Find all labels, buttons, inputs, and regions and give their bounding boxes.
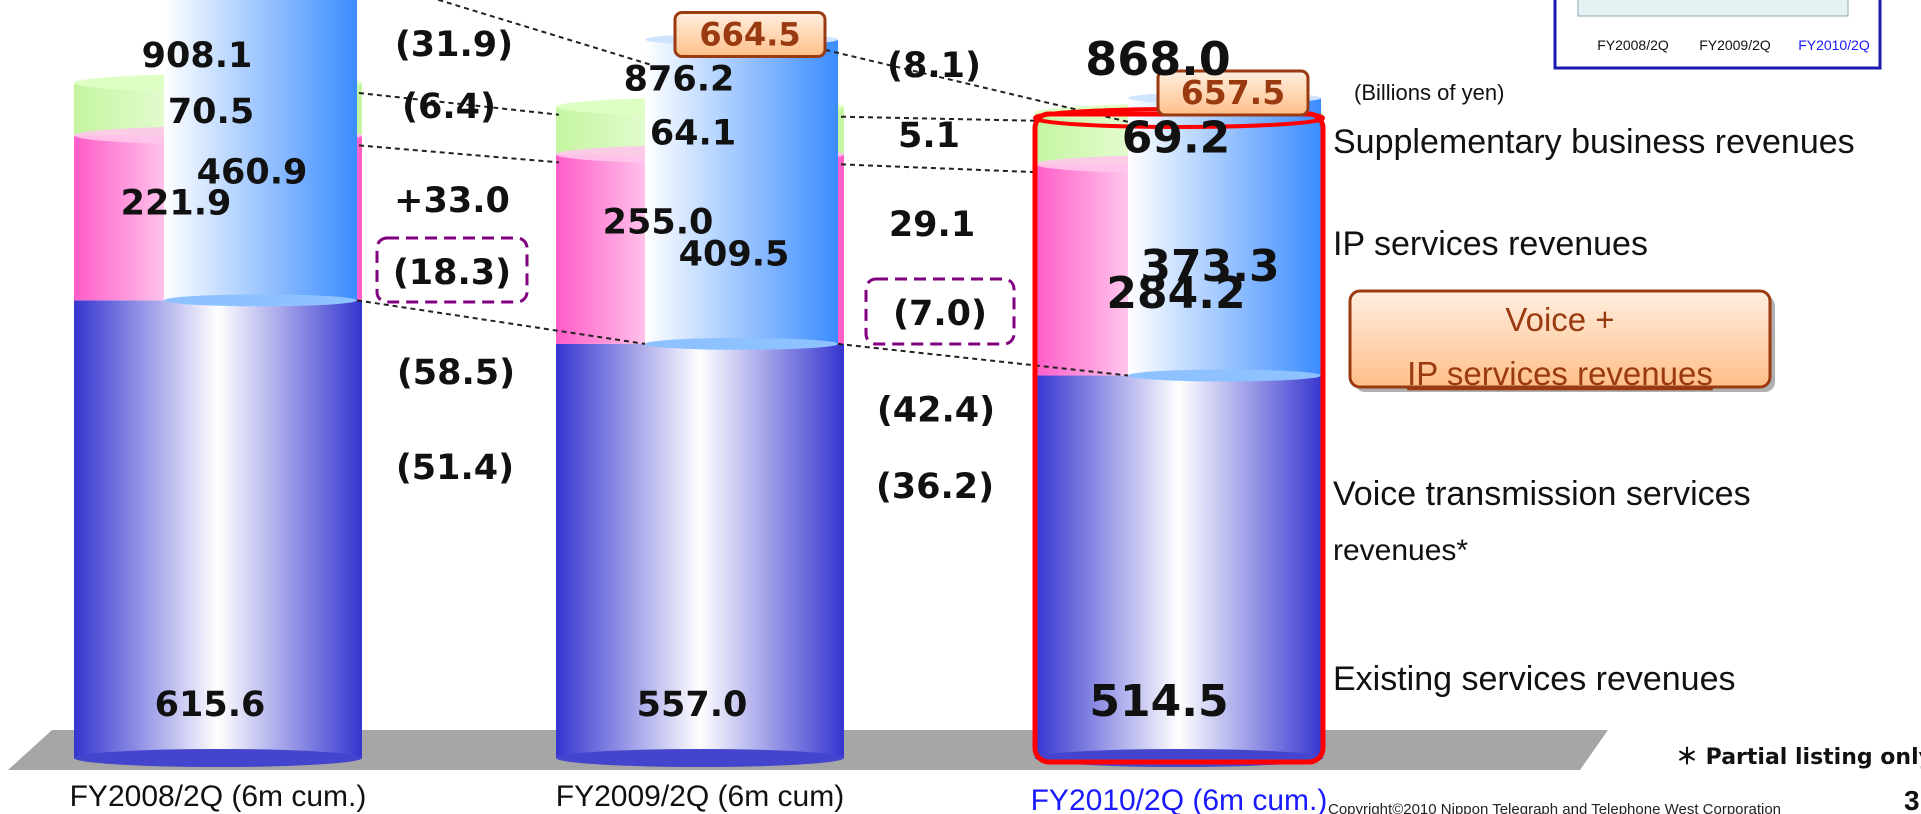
value-ip-1: 221.9 <box>121 183 232 223</box>
bar-voice-base-3 <box>1128 369 1321 382</box>
change-total-2: (8.1) <box>887 46 981 86</box>
change-ip-1: +33.0 <box>394 181 510 221</box>
footnote: ＊ Partial listing only. <box>1676 745 1921 770</box>
change-voice-1: (51.4) <box>396 448 514 488</box>
connector-voice-1 <box>435 0 651 66</box>
legend-ip: IP services revenues <box>1333 225 1648 263</box>
change-supplementary-1: (6.4) <box>402 87 496 127</box>
change-voice-2: (36.2) <box>876 467 994 507</box>
legend-supplementary: Supplementary business revenues <box>1333 123 1855 161</box>
voice-ip-box-3 <box>1156 69 1310 117</box>
connector-voice-2 <box>781 38 1134 124</box>
bar-base-1 <box>74 749 362 767</box>
bar-voice-base-1 <box>164 294 357 307</box>
connector-total-1 <box>358 91 560 116</box>
value-total-1: 908.1 <box>142 36 253 76</box>
value-ip-2: 255.0 <box>603 202 714 242</box>
value-ip-3: 284.2 <box>1106 268 1245 319</box>
mini-label-2: FY2009/2Q <box>1699 37 1771 53</box>
x-category-2: FY2009/2Q (6m cum) <box>556 780 844 813</box>
page-number: 3 <box>1904 785 1920 814</box>
value-existing-2: 557.0 <box>637 685 748 725</box>
value-existing-1: 615.6 <box>155 685 266 725</box>
bar-voice-2 <box>645 39 838 344</box>
bar-voice-1 <box>164 0 357 301</box>
copyright: Copyright©2010 Nippon Telegraph and Tele… <box>1328 801 1781 814</box>
bar-existing-2 <box>556 343 844 758</box>
change-existing-1: (58.5) <box>397 353 515 393</box>
value-supplementary-2: 64.1 <box>650 114 736 154</box>
mini-label-3: FY2010/2Q <box>1798 37 1870 53</box>
bar-existing-3 <box>1035 375 1323 758</box>
connector-existing-1 <box>356 299 646 345</box>
value-total-2: 876.2 <box>624 60 735 100</box>
bar-base-2 <box>556 749 844 767</box>
bar-existing-1 <box>74 300 362 758</box>
bars-layer <box>74 0 1323 767</box>
voice-ip-legend: Voice + IP services revenues <box>1348 289 1775 392</box>
connector-lines <box>356 0 1134 377</box>
x-category-1: FY2008/2Q (6m cum.) <box>70 780 367 813</box>
value-supplementary-1: 70.5 <box>168 92 254 132</box>
bar-voice-base-2 <box>645 337 838 350</box>
x-category-3: FY2010/2Q (6m cum.) <box>1031 784 1328 814</box>
voice-ip-box-2 <box>673 11 827 59</box>
change-voice-ip-box-1 <box>375 236 529 304</box>
mini-chart-plot <box>1577 0 1849 17</box>
voice-ip-value-2: 664.5 <box>699 16 800 54</box>
legend-voice-line1: Voice transmission services <box>1333 475 1751 513</box>
legend-existing: Existing services revenues <box>1333 660 1736 698</box>
mini-chart: FY2008/2Q FY2009/2Q FY2010/2Q <box>1553 0 1882 70</box>
change-voice-ip-1: (18.3) <box>393 253 511 293</box>
change-voice-ip-box-2 <box>864 277 1016 346</box>
change-ip-2: 29.1 <box>889 205 975 245</box>
change-voice-ip-2: (7.0) <box>893 294 987 334</box>
connector-supplementary-1 <box>358 144 560 164</box>
unit-label: (Billions of yen) <box>1354 80 1504 105</box>
change-existing-2: (42.4) <box>877 391 995 431</box>
voice-ip-value-3: 657.5 <box>1181 73 1285 112</box>
value-voice-1: 460.9 <box>197 153 308 193</box>
value-existing-3: 514.5 <box>1089 676 1228 727</box>
connector-existing-2 <box>837 342 1129 377</box>
mini-label-1: FY2008/2Q <box>1597 37 1669 53</box>
legend-voice-line2: revenues* <box>1333 534 1468 567</box>
voice-ip-legend-box <box>1348 289 1772 389</box>
bar-voice-3 <box>1128 98 1321 376</box>
value-total-3: 868.0 <box>1085 32 1231 86</box>
connector-total-2 <box>840 115 1039 122</box>
change-total-1: (31.9) <box>395 25 513 65</box>
voice-ip-legend-line2: IP services revenues <box>1407 355 1713 392</box>
connector-supplementary-2 <box>840 163 1039 174</box>
voice-ip-legend-line1: Voice + <box>1505 301 1614 338</box>
value-voice-3: 373.3 <box>1140 241 1279 292</box>
change-supplementary-2: 5.1 <box>898 116 960 156</box>
value-supplementary-3: 69.2 <box>1122 113 1231 164</box>
value-voice-2: 409.5 <box>679 235 790 275</box>
